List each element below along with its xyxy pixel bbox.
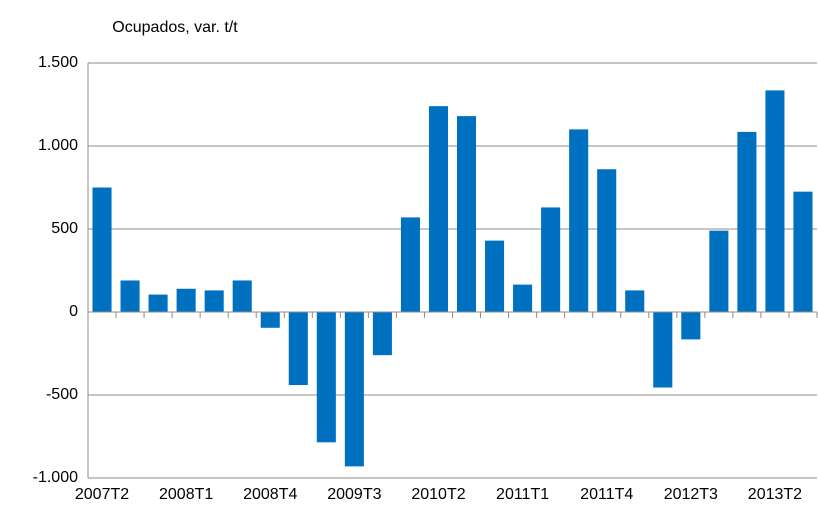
x-tick-label: 2008T4	[243, 486, 297, 503]
bar	[625, 290, 645, 312]
y-tick-label: -1.000	[33, 469, 78, 486]
y-tick-label: 1.000	[38, 137, 78, 154]
bar	[737, 131, 757, 312]
bar	[653, 312, 673, 388]
x-tick-label: 2010T2	[411, 486, 465, 503]
bar	[765, 90, 785, 312]
bar	[176, 288, 196, 312]
bar	[148, 294, 168, 312]
bar	[232, 280, 252, 312]
x-tick-label: 2009T3	[327, 486, 381, 503]
bar	[92, 187, 112, 312]
bar	[513, 284, 533, 312]
y-tick-label: 1.500	[38, 54, 78, 71]
bar	[793, 191, 813, 312]
bar	[709, 230, 729, 312]
bar	[372, 312, 392, 356]
bar	[288, 312, 308, 386]
chart-title: Ocupados, var. t/t	[112, 19, 238, 36]
y-tick-label: 500	[51, 220, 78, 237]
bar	[681, 312, 701, 340]
bar	[344, 312, 364, 467]
y-tick-label: -500	[46, 386, 78, 403]
bar	[260, 312, 280, 328]
bar	[204, 290, 224, 312]
y-tick-label: 0	[69, 303, 78, 320]
bar	[569, 129, 589, 312]
x-tick-label: 2008T1	[159, 486, 213, 503]
bar	[316, 312, 336, 443]
bar	[120, 280, 140, 312]
bar	[485, 240, 505, 312]
x-tick-label: 2011T4	[580, 486, 633, 503]
x-tick-label: 2012T3	[664, 486, 718, 503]
x-tick-label: 2013T2	[748, 486, 802, 503]
bar	[400, 217, 420, 312]
x-tick-label: 2007T2	[75, 486, 129, 503]
bar	[428, 106, 449, 312]
bar	[456, 116, 477, 313]
bar	[541, 207, 561, 312]
x-tick-label: 2011T1	[496, 486, 549, 503]
bar	[597, 169, 617, 312]
